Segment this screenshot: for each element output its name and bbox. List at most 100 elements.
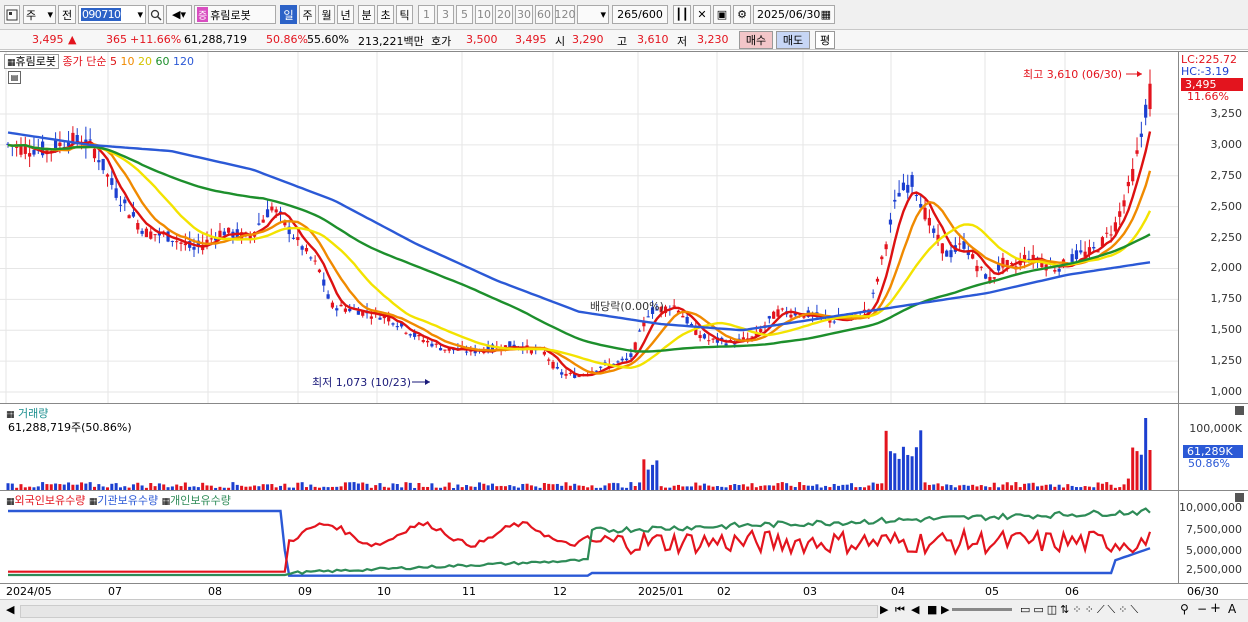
panel-close-icon[interactable] [1235,493,1244,502]
candle-body [914,195,919,197]
period-year[interactable]: 년 [337,5,354,24]
volume-bar [395,484,399,490]
volume-bar [802,485,806,490]
candle-body [633,342,637,350]
volume-bar [733,484,737,490]
candle-body [434,343,438,345]
candle-body [940,243,944,254]
period-week[interactable]: 주 [299,5,316,24]
candle-icon[interactable]: ┃┃ [673,5,691,24]
candle-body [179,242,183,244]
tick-5[interactable]: 5 [456,5,473,24]
tick-1[interactable]: 1 [418,5,435,24]
candle-body [620,358,624,361]
average-button[interactable]: 평 [815,31,835,49]
volume-chart[interactable] [0,404,1178,491]
holding-chart[interactable] [0,491,1178,584]
volume-bar [482,483,486,490]
candle-body [707,340,711,342]
tick-120[interactable]: 120 [555,5,576,24]
gear-icon[interactable]: ⚙ [733,5,751,24]
volume-bar [551,484,555,490]
volume-tag: 61,289K [1183,445,1243,458]
volume-bar [676,484,680,490]
tick-60[interactable]: 60 [535,5,553,24]
stock-name-field[interactable]: 증 휴림로봇 [194,5,276,24]
volume-bar [1105,482,1109,490]
volume-bar [283,483,287,490]
search-icon[interactable] [148,5,164,24]
date-field[interactable]: 2025/06/30 ▦ [753,5,835,24]
prev-page-icon[interactable]: ◀ [911,603,920,616]
tick-3[interactable]: 3 [437,5,454,24]
font-size-icon[interactable]: A [1228,602,1237,616]
candle-body [222,231,226,236]
tick-30[interactable]: 30 [515,5,533,24]
scrollbar-track[interactable] [20,605,878,618]
current-price: 3,495 [32,33,64,46]
count-field[interactable]: 265/600 [612,5,668,24]
period-second[interactable]: 초 [377,5,394,24]
volume-bar [815,484,819,490]
volume-bar [871,482,875,490]
zoom-in-icon[interactable]: + [1210,601,1221,616]
individual-holding-label: 개인보유수량 [170,494,231,507]
search-icon[interactable]: ⚲ [1180,602,1189,616]
table-icon[interactable]: ▤ [8,71,21,84]
ma-60-line [7,143,1151,353]
price-chart[interactable] [0,52,1178,404]
period-month[interactable]: 월 [318,5,335,24]
sound-icon[interactable]: ◀▾ [166,5,192,24]
candle-body [646,316,650,318]
next-page-icon[interactable]: ▶ [941,603,950,616]
volume-bar [940,486,944,490]
market-select[interactable]: 주 ▾ [23,5,56,24]
stop-icon[interactable]: ■ [927,603,938,616]
crosshair-icon[interactable]: ✕ [693,5,711,24]
volume-bar [439,487,443,490]
volume-bar [728,485,732,490]
volume-bar [170,486,174,490]
volume-bar [599,487,603,490]
chart-menu-icon[interactable] [4,5,20,24]
candle-body [979,266,983,268]
volume-bar [953,487,957,490]
stock-code-input[interactable]: 090710 ▾ [78,5,146,24]
first-icon[interactable]: ⏮ [895,603,905,616]
volume-bar [300,482,304,490]
date-label: 12 [553,585,567,598]
ma-120-line [7,131,1151,332]
tick-20[interactable]: 20 [495,5,513,24]
candle-body [343,308,348,312]
scroll-left-icon[interactable]: ◀ [6,603,15,616]
date-label: 10 [377,585,391,598]
volume-bar [698,485,702,490]
sell-button[interactable]: 매도 [776,31,810,49]
custom-period-select[interactable]: ▾ [577,5,609,24]
volume-bar [343,482,347,490]
scroll-right-icon[interactable]: ▶ [880,603,889,616]
candle-body [958,243,962,245]
volume-bar [456,484,460,490]
tick-10[interactable]: 10 [475,5,493,24]
volume-bar [490,483,494,490]
holding-tick: 2,500,000 [1186,563,1242,576]
zoom-slider[interactable] [952,608,1012,611]
period-day[interactable]: 일 [280,5,297,24]
panel-close-icon[interactable] [1235,406,1244,415]
period-minute[interactable]: 분 [358,5,375,24]
drawing-tools-icon[interactable]: ▭▭◫⇅⁘⁘⟋⟍⁘⟍ [1020,603,1142,616]
volume-bar [750,483,754,490]
volume-bar [292,487,295,490]
candle-body [1131,168,1135,182]
save-icon[interactable]: ▣ [713,5,731,24]
date-label: 06 [1065,585,1079,598]
period-tick[interactable]: 틱 [396,5,413,24]
prev-button[interactable]: 전 [58,5,76,24]
candle-body [1126,181,1130,187]
candle-body [1122,200,1126,207]
price-change-pct: +11.66% [130,33,182,46]
zoom-out-icon[interactable]: − [1197,602,1208,616]
volume-bar [525,483,529,490]
buy-button[interactable]: 매수 [739,31,773,49]
